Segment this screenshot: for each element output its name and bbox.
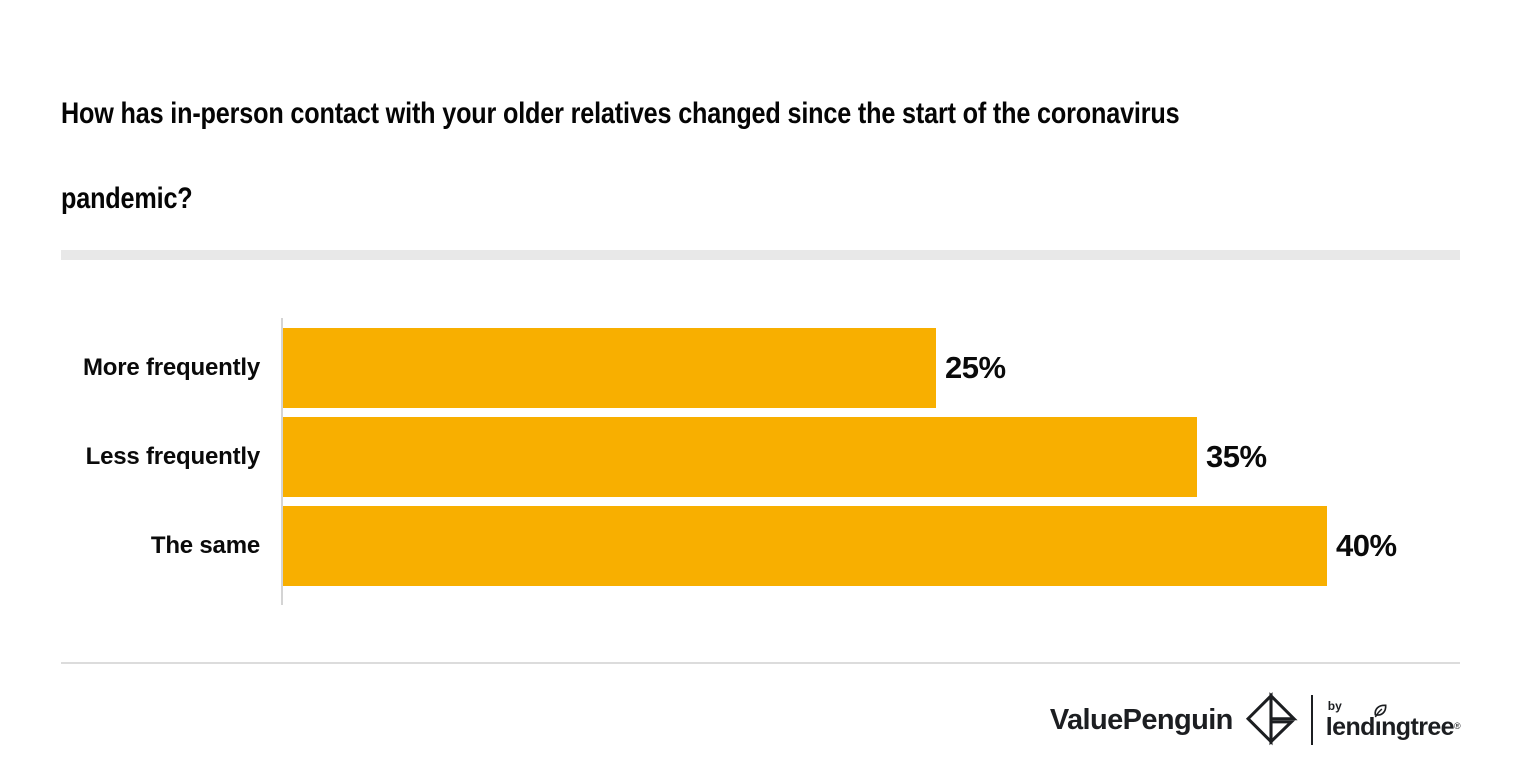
category-label: Less frequently [85,443,261,470]
brand-lockup: ValuePenguin by lendıngtree® [1049,691,1461,749]
origami-diamond-icon [1245,692,1298,746]
y-axis-line [281,318,283,605]
bar-row: Less frequently 35% [61,417,1397,497]
bar-row: The same 40% [61,506,1397,586]
title-divider [61,250,1460,260]
bar-track: 25% [283,328,1006,408]
by-label: by [1327,698,1342,713]
value-label: 25% [945,350,1006,385]
leaf-icon [1374,703,1387,717]
bar [283,417,1197,497]
category-label: The same [150,532,260,559]
bar [283,506,1327,586]
value-label: 35% [1206,439,1267,474]
chart-title-line-2: pandemic? [61,182,193,215]
lendingtree-text: lendıngtree [1325,712,1455,741]
bar-row: More frequently 25% [61,328,1397,408]
chart-title-line-1: How has in-person contact with your olde… [61,97,1180,130]
valuepenguin-wordmark: ValuePenguin [1049,703,1234,736]
chart-title: How has in-person contact with your olde… [61,71,1393,241]
lendingtree-wordmark: lendıngtree® [1325,703,1461,741]
footer-divider [61,662,1460,664]
logo-divider [1310,695,1313,745]
bar-chart: More frequently 25% Less frequently 35% The … [61,328,1397,595]
bar-track: 35% [283,417,1267,497]
bar [283,328,936,408]
value-label: 40% [1336,528,1397,563]
category-label: More frequently [82,354,260,381]
lendingtree-lockup: by lendıngtree® [1325,698,1461,741]
registered-trademark: ® [1453,720,1461,731]
bar-track: 40% [283,506,1397,586]
